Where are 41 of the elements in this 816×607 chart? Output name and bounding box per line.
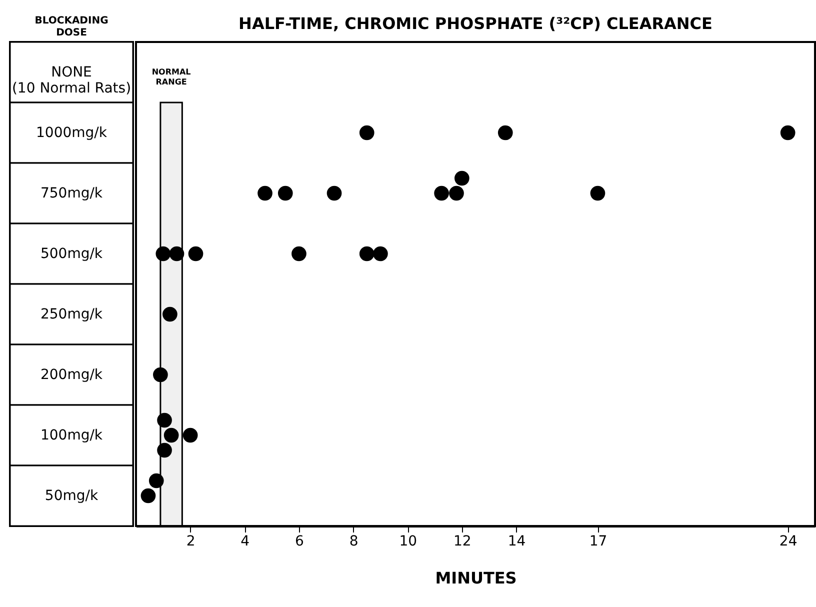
x-tick-label: 17 [589, 534, 608, 550]
y-axis-title: BLOCKADING DOSE [34, 15, 108, 38]
x-tick-label: 10 [399, 534, 418, 550]
point [373, 246, 388, 262]
y-tick-label: 500mg/k [40, 246, 104, 262]
point [258, 186, 272, 201]
y-tick-label: NONE (10 Normal Rats) [12, 64, 132, 96]
x-axis-title: MINUTES [435, 568, 517, 588]
point [153, 367, 168, 382]
point [140, 488, 156, 504]
point [449, 186, 464, 201]
x-tick-label: 8 [349, 534, 358, 550]
y-tick-label: 100mg/k [40, 427, 104, 444]
point [780, 125, 796, 140]
point [590, 186, 606, 201]
point [278, 186, 293, 201]
x-tick-label: 14 [508, 534, 526, 550]
point [434, 186, 449, 201]
point [164, 428, 179, 443]
chart-title: HALF-TIME, CHROMIC PHOSPHATE (³²CP) CLEARANCE [238, 14, 712, 33]
y-tick-label: 750mg/k [40, 185, 104, 202]
x-tick-label: 6 [295, 534, 304, 550]
point [359, 125, 374, 140]
band-label: NORMAL RANGE [152, 67, 191, 86]
point [169, 246, 184, 262]
x-tick-label: 4 [240, 534, 250, 550]
x-tick-label: 12 [454, 534, 472, 550]
point [498, 125, 513, 140]
point [326, 186, 342, 201]
point [188, 246, 204, 262]
point [359, 246, 374, 262]
y-tick-label: 200mg/k [40, 366, 104, 383]
y-tick-label: 1000mg/k [36, 124, 108, 141]
x-tick-label: 24 [779, 534, 798, 550]
point [156, 246, 171, 262]
point [292, 246, 306, 262]
y-tick-label: 50mg/k [44, 488, 99, 504]
point [162, 306, 178, 322]
point [182, 428, 198, 443]
y-tick-label: 250mg/k [40, 306, 104, 322]
x-tick-label: 2 [186, 534, 196, 550]
